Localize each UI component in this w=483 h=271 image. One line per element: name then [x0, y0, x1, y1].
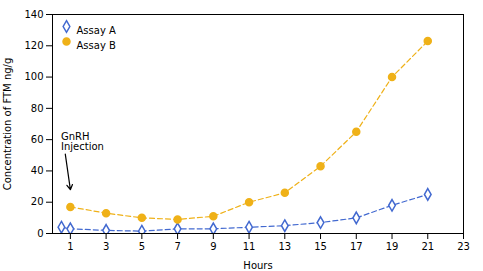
svg-text:13: 13: [278, 241, 291, 252]
svg-text:23: 23: [457, 241, 470, 252]
svg-text:1: 1: [67, 241, 73, 252]
svg-text:GnRHInjection: GnRHInjection: [61, 131, 104, 152]
svg-text:21: 21: [421, 241, 434, 252]
svg-text:7: 7: [174, 241, 180, 252]
svg-text:40: 40: [31, 165, 44, 176]
svg-text:5: 5: [139, 241, 145, 252]
svg-text:120: 120: [24, 40, 43, 51]
svg-text:100: 100: [24, 71, 43, 82]
svg-text:3: 3: [103, 241, 109, 252]
svg-text:9: 9: [210, 241, 216, 252]
svg-text:Concentration of FTM ng/g: Concentration of FTM ng/g: [2, 58, 13, 191]
svg-text:Hours: Hours: [243, 260, 272, 271]
svg-text:15: 15: [314, 241, 327, 252]
svg-text:20: 20: [31, 196, 44, 207]
svg-text:60: 60: [31, 134, 44, 145]
svg-text:Assay A: Assay A: [77, 25, 116, 36]
svg-text:Assay B: Assay B: [77, 40, 116, 51]
svg-text:0: 0: [37, 228, 43, 239]
svg-text:140: 140: [24, 9, 43, 20]
svg-text:17: 17: [350, 241, 363, 252]
svg-text:19: 19: [386, 241, 399, 252]
svg-text:80: 80: [31, 103, 44, 114]
svg-text:11: 11: [243, 241, 256, 252]
